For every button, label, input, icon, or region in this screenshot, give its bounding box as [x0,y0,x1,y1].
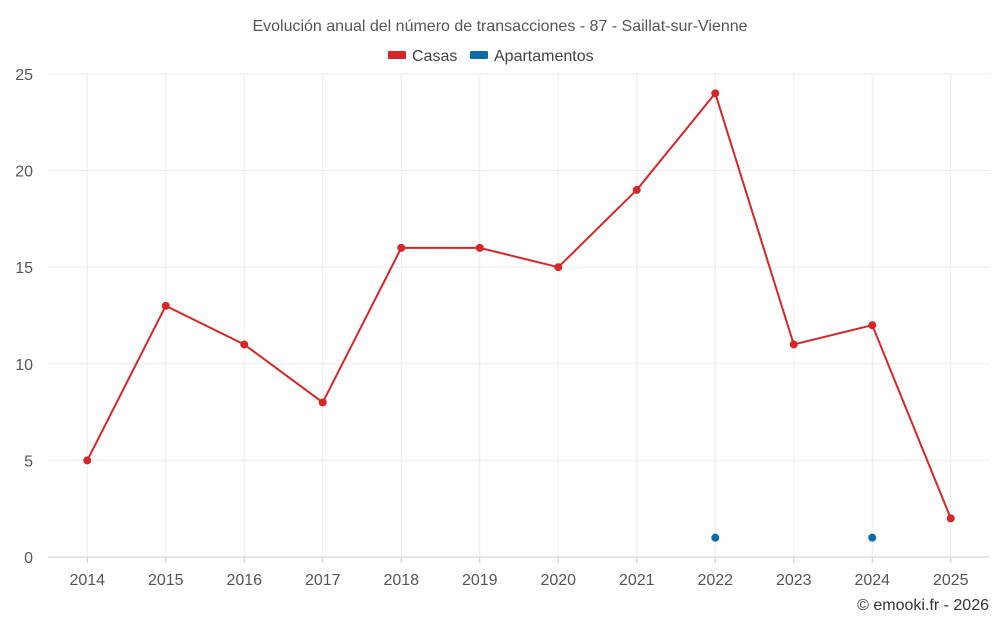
data-point [83,456,92,465]
data-point [789,340,798,349]
y-tick-label: 10 [15,357,33,374]
legend-item: Apartamentos [470,48,594,65]
x-tick-label: 2021 [619,572,655,589]
y-axis: 0 5 10 15 20 25 [15,67,33,567]
x-tick-label: 2014 [69,572,105,589]
chart-title: Evolución anual del número de transaccio… [252,18,747,35]
y-tick-label: 0 [24,550,33,567]
legend: Casas Apartamentos [388,48,594,65]
legend-swatch [388,51,406,59]
legend-label: Apartamentos [494,48,594,65]
data-point [554,263,563,272]
data-point [318,398,327,407]
data-point [161,301,170,310]
data-point [240,340,249,349]
x-tick-label: 2022 [697,572,733,589]
x-tick-label: 2018 [383,572,419,589]
y-tick-label: 5 [24,453,33,470]
y-tick-label: 20 [15,164,33,181]
legend-swatch [470,51,488,59]
data-point [397,243,406,252]
x-tick-label: 2017 [305,572,341,589]
data-point [711,89,720,98]
data-point [868,533,877,542]
x-tick-label: 2016 [226,572,262,589]
series [83,89,955,542]
x-tick-label: 2020 [540,572,576,589]
data-point [711,533,720,542]
legend-label: Casas [412,48,457,65]
x-axis: 2014 2015 2016 2017 2018 2019 2020 2021 2022 2023… [69,557,969,589]
legend-item: Casas [388,48,457,65]
x-tick-label: 2015 [148,572,184,589]
credit-text: © emooki.fr - 2026 [857,597,989,614]
grid [48,73,990,558]
x-tick-label: 2024 [854,572,890,589]
series-casas [83,89,955,523]
data-point [475,243,484,252]
x-tick-label: 2019 [462,572,498,589]
data-point [868,321,877,330]
data-point [946,514,955,523]
x-tick-label: 2023 [776,572,812,589]
series-apartamentos [711,533,877,542]
x-tick-label: 2025 [933,572,969,589]
data-point [632,185,641,194]
y-tick-label: 25 [15,67,33,84]
y-tick-label: 15 [15,260,33,277]
series-line [86,91,952,519]
